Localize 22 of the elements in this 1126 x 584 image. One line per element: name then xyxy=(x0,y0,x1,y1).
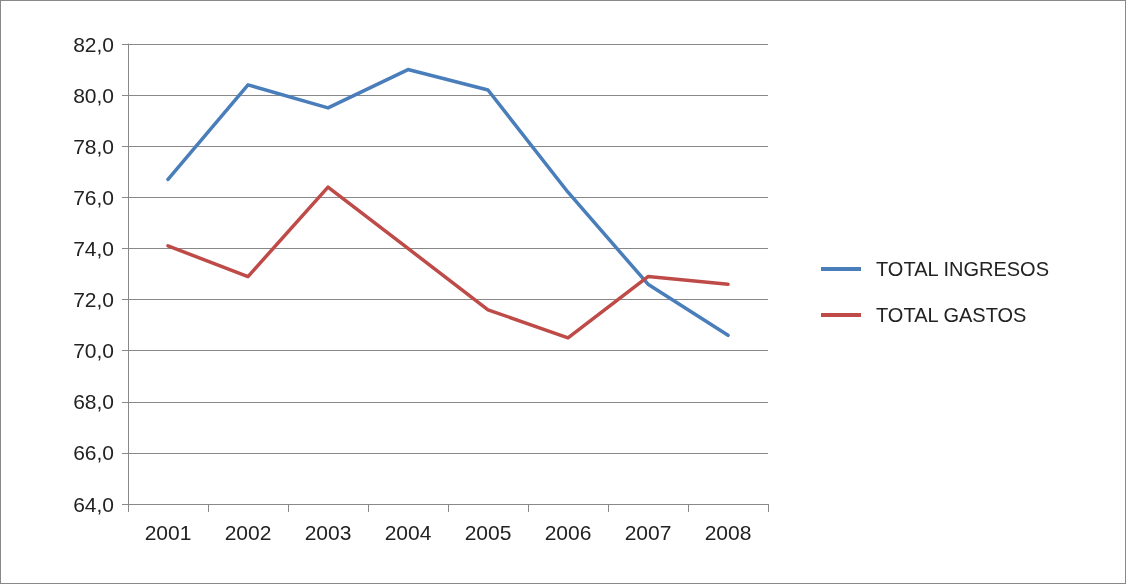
y-tick-label: 70,0 xyxy=(73,339,114,363)
x-tick-label: 2002 xyxy=(224,521,272,544)
legend-label: TOTAL INGRESOS xyxy=(876,258,1049,280)
y-tick-label: 68,0 xyxy=(73,390,114,414)
y-tick-label: 76,0 xyxy=(73,185,114,209)
y-tick-label: 74,0 xyxy=(73,236,114,260)
y-tick-label: 82,0 xyxy=(73,32,114,56)
x-tick-label: 2007 xyxy=(624,521,672,544)
y-tick-label: 66,0 xyxy=(73,441,114,465)
x-tick-label: 2001 xyxy=(144,521,192,544)
x-tick-label: 2004 xyxy=(384,521,432,544)
x-tick-label: 2003 xyxy=(304,521,352,544)
line-series xyxy=(166,185,730,340)
x-tick-label: 2005 xyxy=(464,521,512,544)
y-tick-label: 80,0 xyxy=(73,83,114,107)
y-tick-label: 64,0 xyxy=(73,492,114,516)
x-tick-label: 2006 xyxy=(544,521,592,544)
y-tick-label: 78,0 xyxy=(73,134,114,158)
line-series xyxy=(166,67,730,338)
legend-label: TOTAL GASTOS xyxy=(876,304,1027,326)
x-tick-label: 2008 xyxy=(704,521,752,544)
y-tick-label: 72,0 xyxy=(73,288,114,312)
